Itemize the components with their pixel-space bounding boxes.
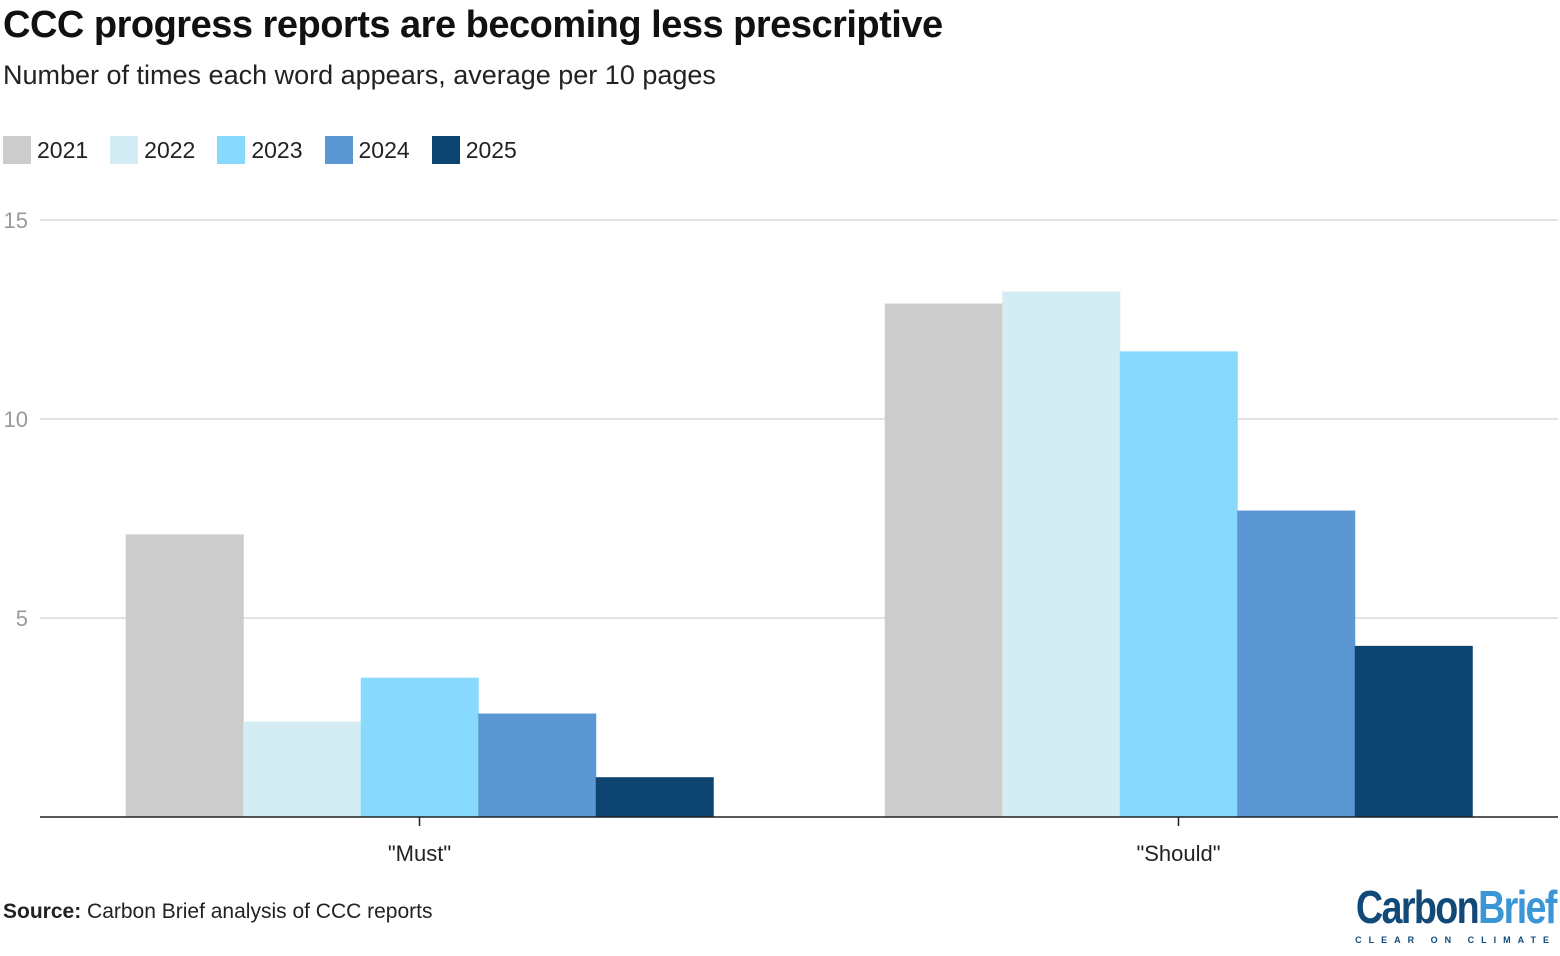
legend-item-2024: 2024: [324, 136, 410, 164]
source-note: Source: Carbon Brief analysis of CCC rep…: [3, 900, 433, 924]
chart-subtitle: Number of times each word appears, avera…: [3, 60, 716, 90]
bar-2025-1: [1354, 645, 1473, 817]
bar-2021-1: [884, 303, 1003, 818]
legend-item-2021: 2021: [3, 136, 88, 164]
bar-2025-0: [595, 777, 714, 817]
y-tick-label: 5: [16, 606, 28, 631]
bar-2024-0: [478, 713, 597, 817]
bar-2022-1: [1002, 291, 1121, 817]
source-text: Carbon Brief analysis of CCC reports: [81, 900, 433, 923]
logo-part1: Carbon: [1356, 881, 1480, 933]
legend-swatch: [431, 136, 460, 164]
bar-2023-0: [360, 677, 479, 817]
bar-2023-1: [1119, 351, 1238, 817]
bar-2024-1: [1237, 510, 1356, 817]
x-tick-label: "Should": [1136, 841, 1220, 866]
bar-2022-0: [243, 721, 362, 817]
bar-2021-0: [125, 534, 244, 817]
legend-label: 2022: [144, 136, 196, 163]
legend-label: 2021: [37, 136, 89, 163]
legend-label: 2025: [465, 136, 517, 163]
logo-tagline: CLEAR ON CLIMATE: [1355, 935, 1556, 945]
legend-label: 2023: [251, 136, 303, 163]
legend-label: 2024: [358, 136, 410, 163]
legend: 2021 2022 2023 2024 2025: [3, 136, 539, 164]
legend-item-2023: 2023: [217, 136, 303, 164]
x-tick-label: "Must": [388, 841, 451, 866]
y-tick-label: 10: [4, 407, 28, 432]
legend-item-2025: 2025: [431, 136, 517, 164]
legend-swatch: [110, 136, 139, 164]
source-label: Source:: [3, 900, 82, 923]
y-tick-label: 15: [4, 208, 28, 233]
chart-title: CCC progress reports are becoming less p…: [3, 4, 943, 46]
legend-swatch: [3, 136, 31, 164]
carbonbrief-logo: CarbonBrief CLEAR ON CLIMATE: [1312, 881, 1557, 948]
legend-swatch: [324, 136, 353, 164]
legend-swatch: [217, 136, 246, 164]
legend-item-2022: 2022: [110, 136, 195, 164]
logo-part2: Brief: [1478, 881, 1557, 933]
